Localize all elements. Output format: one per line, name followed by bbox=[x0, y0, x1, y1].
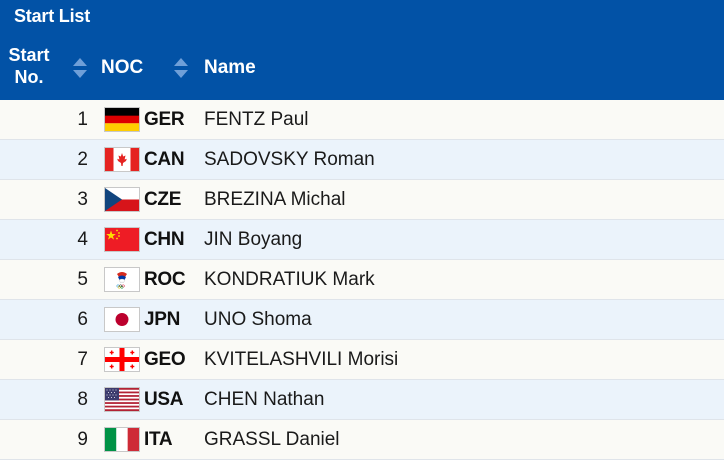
table-row[interactable]: 7 GEO KVITELASHVILI Morisi bbox=[0, 340, 724, 380]
table-row[interactable]: 4 CHN JIN Boyang bbox=[0, 220, 724, 260]
column-header-start-line2: No. bbox=[14, 67, 44, 87]
noc-code: JPN bbox=[144, 309, 181, 330]
start-number: 6 bbox=[77, 309, 88, 330]
noc-code: CAN bbox=[144, 149, 185, 170]
start-number: 9 bbox=[77, 429, 88, 450]
athlete-name[interactable]: CHEN Nathan bbox=[204, 389, 325, 410]
japan-flag-icon bbox=[105, 308, 139, 331]
noc-code: ITA bbox=[144, 429, 173, 450]
germany-flag-icon bbox=[105, 108, 139, 131]
table-row[interactable]: 1 GER FENTZ Paul bbox=[0, 100, 724, 140]
start-list-header: Start List Start No. NOC Name bbox=[0, 0, 724, 100]
athlete-name[interactable]: JIN Boyang bbox=[204, 229, 303, 250]
usa-flag-icon bbox=[105, 388, 139, 411]
italy-flag-icon bbox=[105, 428, 139, 451]
table-row[interactable]: 3 CZE BREZINA Michal bbox=[0, 180, 724, 220]
athlete-name[interactable]: SADOVSKY Roman bbox=[204, 149, 375, 170]
start-list-table: 1 GER FENTZ Paul 2 CAN SADOVSKY Roman 3 … bbox=[0, 100, 724, 460]
sort-noc-icon[interactable] bbox=[174, 58, 188, 80]
start-number: 8 bbox=[77, 389, 88, 410]
athlete-name[interactable]: KONDRATIUK Mark bbox=[204, 269, 375, 290]
sort-start-no-icon[interactable] bbox=[73, 58, 87, 80]
column-header-start-no[interactable]: Start No. bbox=[6, 44, 52, 88]
start-number: 5 bbox=[77, 269, 88, 290]
start-number: 4 bbox=[77, 229, 88, 250]
table-row[interactable]: 9 ITA GRASSL Daniel bbox=[0, 420, 724, 460]
page-title: Start List bbox=[14, 6, 91, 26]
athlete-name[interactable]: BREZINA Michal bbox=[204, 189, 346, 210]
column-header-name[interactable]: Name bbox=[204, 57, 256, 78]
czech-flag-icon bbox=[105, 188, 139, 211]
noc-code: CZE bbox=[144, 189, 182, 210]
column-header-noc[interactable]: NOC bbox=[101, 57, 144, 78]
column-header-start-line1: Start bbox=[8, 45, 50, 65]
athlete-name[interactable]: KVITELASHVILI Morisi bbox=[204, 349, 399, 370]
noc-code: ROC bbox=[144, 269, 186, 290]
noc-code: GEO bbox=[144, 349, 186, 370]
athlete-name[interactable]: UNO Shoma bbox=[204, 309, 312, 330]
start-number: 2 bbox=[77, 149, 88, 170]
start-number: 1 bbox=[77, 109, 88, 130]
china-flag-icon bbox=[105, 228, 139, 251]
start-number: 3 bbox=[77, 189, 88, 210]
table-row[interactable]: 6 JPN UNO Shoma bbox=[0, 300, 724, 340]
start-number: 7 bbox=[77, 349, 88, 370]
athlete-name[interactable]: FENTZ Paul bbox=[204, 109, 309, 130]
athlete-name[interactable]: GRASSL Daniel bbox=[204, 429, 340, 450]
canada-flag-icon bbox=[105, 148, 139, 171]
table-row[interactable]: 8 USA CHEN Nathan bbox=[0, 380, 724, 420]
table-row[interactable]: 5 ROC KONDRATIUK Mark bbox=[0, 260, 724, 300]
noc-code: USA bbox=[144, 389, 184, 410]
roc-emblem-icon bbox=[105, 268, 139, 291]
georgia-flag-icon bbox=[105, 348, 139, 371]
noc-code: CHN bbox=[144, 229, 185, 250]
table-row[interactable]: 2 CAN SADOVSKY Roman bbox=[0, 140, 724, 180]
noc-code: GER bbox=[144, 109, 185, 130]
